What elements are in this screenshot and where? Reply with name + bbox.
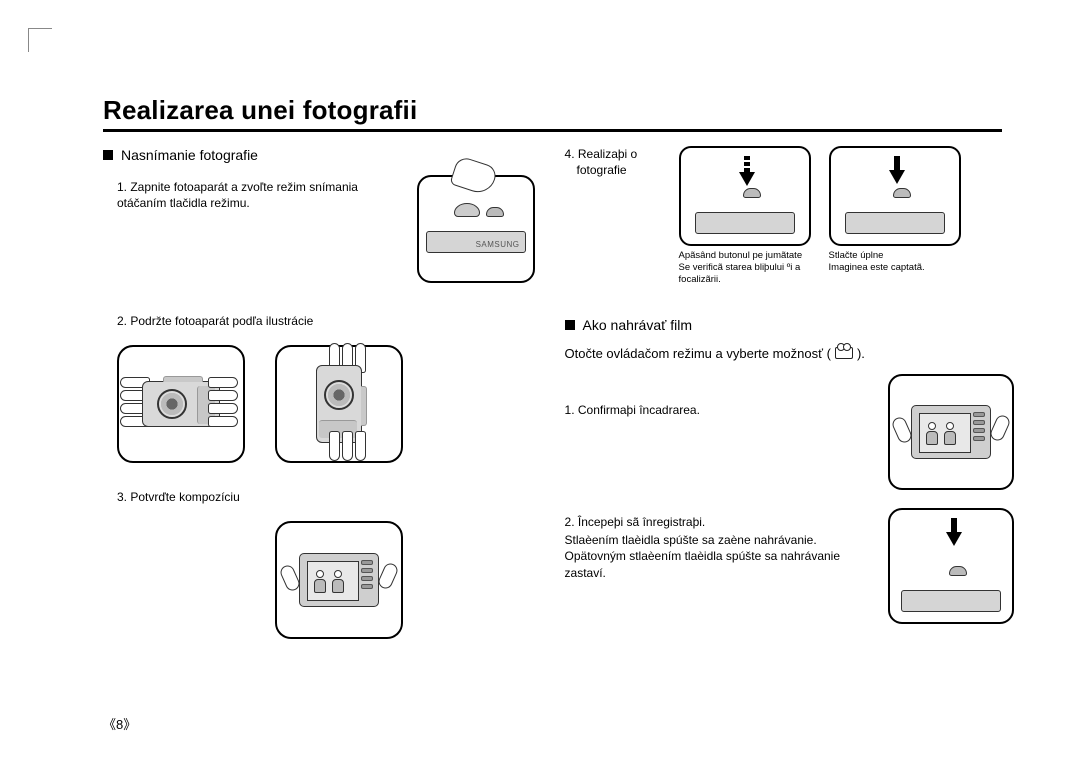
right-column: 4. Realizaþi o fotografie Apã — [565, 146, 1015, 703]
bullet-square-icon — [103, 150, 113, 160]
section-photo-label: Nasnímanie fotografie — [121, 146, 258, 165]
arrow-down-dashed-icon — [739, 172, 755, 186]
caption-full-1: Stlačte úplne — [829, 250, 961, 262]
step-4-text: 4. Realizaþi o fotografie — [565, 146, 661, 178]
brand-label: SAMSUNG — [476, 240, 520, 251]
illus-mode-dial: SAMSUNG — [417, 175, 535, 283]
arrow-down-solid-icon — [946, 532, 962, 546]
hand-icon — [453, 161, 505, 205]
caption-full-2: Imaginea este captatã. — [829, 262, 961, 274]
arrow-down-solid-icon — [889, 170, 905, 184]
step-4-line2: fotografie — [565, 162, 661, 178]
video-instruction-pre: Otočte ovládačom režimu a vyberte možnos… — [565, 345, 831, 363]
video-instruction-post: ). — [857, 345, 865, 363]
left-column: Nasnímanie fotografie 1. Zapnite fotoapa… — [103, 146, 535, 703]
illus-full-press: Stlačte úplne Imaginea este captatã. — [829, 146, 961, 274]
video-step-2: 2. Începeþi sã înregistraþi. — [565, 514, 865, 530]
step-3-text: 3. Potvrďte kompozíciu — [117, 489, 535, 505]
video-step-1: 1. Confirmaþi încadrarea. — [565, 402, 865, 418]
section-video-label: Ako nahrávať film — [583, 316, 693, 335]
caption-half-1: Apãsând butonul pe jumãtate — [679, 250, 811, 262]
movie-mode-icon — [835, 347, 853, 359]
step-2-text: 2. Podržte fotoaparát podľa ilustrácie — [117, 313, 535, 329]
bullet-square-icon — [565, 320, 575, 330]
page-number: 《8》 — [103, 714, 136, 733]
illus-video-record — [888, 508, 1014, 624]
title-rule — [103, 129, 1002, 132]
step-1-text: 1. Zapnite fotoaparát a zvoľte režim sní… — [117, 179, 399, 211]
caption-half-2: Se verificã starea bliþului ºi a focaliz… — [679, 262, 811, 286]
video-step-2-sub: Stlaèením tlaèidla spúšte sa zaène nahrá… — [565, 532, 865, 581]
illus-half-press: Apãsând butonul pe jumãtate Se verificã … — [679, 146, 811, 286]
illus-video-frame — [888, 374, 1014, 490]
content: Nasnímanie fotografie 1. Zapnite fotoapa… — [103, 146, 1002, 703]
illus-hold-vertical — [275, 345, 403, 463]
crop-mark-top-left — [28, 28, 52, 52]
illus-hold-front — [117, 345, 245, 463]
section-video: Ako nahrávať film Otočte ovládačom režim… — [565, 316, 1015, 642]
step-4-line1: 4. Realizaþi o — [565, 146, 661, 162]
illus-compose-back — [275, 521, 403, 639]
page-title: Realizarea unei fotografii — [103, 95, 417, 126]
